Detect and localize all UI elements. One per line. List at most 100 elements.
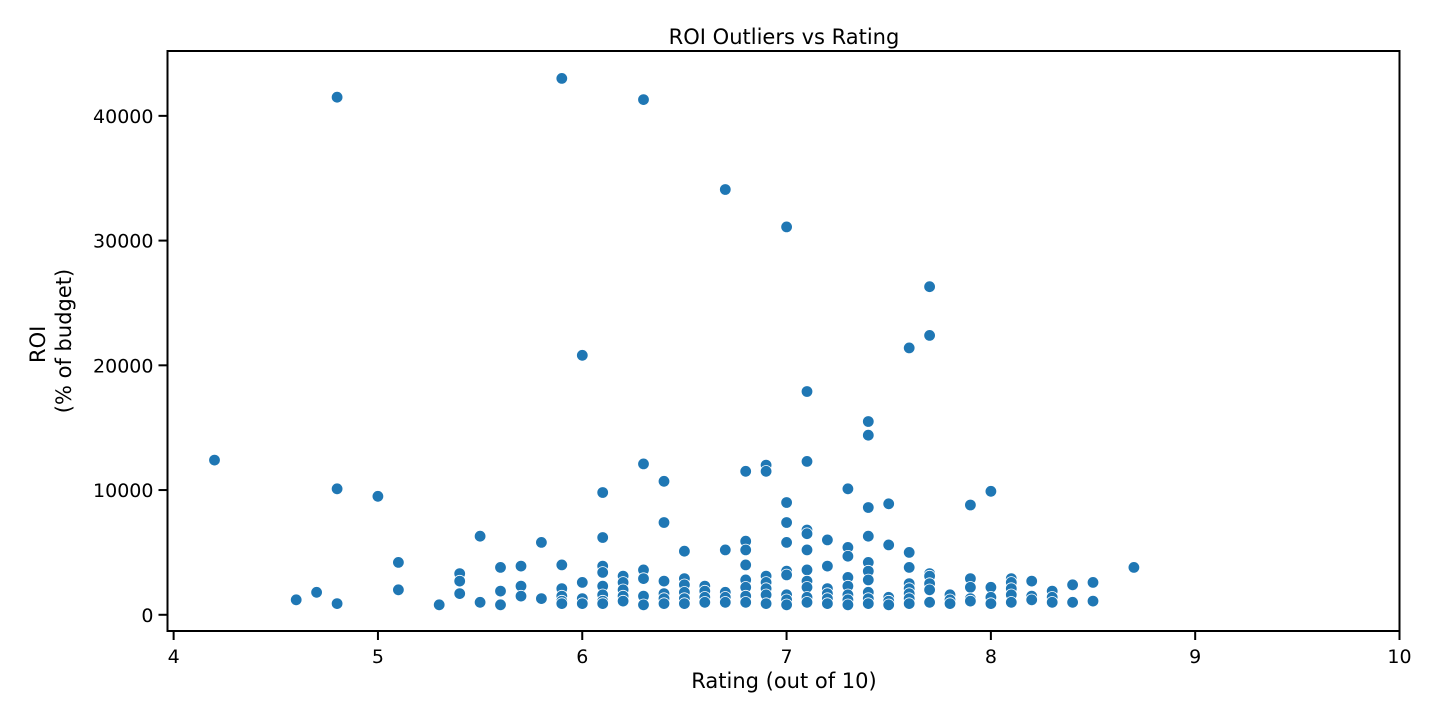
scatter-point (943, 597, 957, 610)
scatter-point (780, 598, 793, 612)
scatter-point (678, 597, 691, 610)
scatter-point (862, 597, 875, 610)
scatter-point (290, 593, 303, 607)
y-tick-label: 0 (141, 605, 153, 627)
scatter-point (964, 498, 977, 512)
scatter-point (862, 415, 875, 428)
scatter-point (596, 531, 609, 544)
scatter-point (596, 566, 609, 579)
scatter-point (821, 559, 834, 573)
scatter-point (637, 572, 650, 585)
scatter-point (821, 597, 834, 610)
scatter-point (535, 592, 548, 605)
scatter-point (719, 596, 732, 609)
scatter-point (862, 429, 875, 442)
y-tick-label: 10000 (93, 480, 153, 502)
scatter-point (473, 596, 487, 609)
y-tick-label: 20000 (93, 355, 153, 377)
scatter-point (964, 594, 977, 608)
scatter-point (310, 586, 323, 599)
scatter-point (903, 561, 916, 574)
scatter-point (371, 490, 385, 503)
scatter-point (576, 597, 589, 610)
scatter-point (657, 574, 671, 588)
scatter-point (657, 516, 671, 529)
scatter-point (841, 482, 855, 496)
scatter-point (330, 482, 344, 496)
y-axis-label-line-2: (% of budget) (52, 269, 76, 413)
scatter-point (800, 385, 814, 398)
scatter-point (800, 527, 814, 540)
x-tick-label: 10 (1387, 646, 1411, 668)
scatter-point (862, 573, 875, 587)
scatter-point (453, 587, 466, 600)
y-tick-label: 30000 (93, 231, 153, 253)
scatter-point (882, 497, 895, 511)
scatter-point (882, 598, 895, 612)
scatter-point (208, 453, 221, 467)
scatter-point (882, 538, 895, 552)
scatter-point (923, 596, 936, 609)
scatter-point (719, 183, 732, 196)
scatter-point (800, 455, 814, 468)
scatter-point (800, 563, 814, 577)
scatter-point (800, 543, 814, 557)
scatter-point (1005, 596, 1018, 609)
scatter-point (576, 349, 589, 362)
scatter-point (964, 581, 977, 594)
scatter-point (841, 598, 855, 612)
scatter-point (494, 598, 507, 612)
scatter-point (1066, 596, 1079, 609)
scatter-point (841, 550, 855, 563)
x-tick-label: 9 (1189, 646, 1201, 668)
scatter-point (780, 536, 793, 549)
scatter-point (759, 465, 773, 478)
scatter-point (1045, 596, 1059, 609)
scatter-point (678, 545, 691, 558)
scatter-point (903, 597, 916, 610)
scatter-point (392, 583, 405, 597)
scatter-point (780, 516, 793, 529)
scatter-point (800, 596, 814, 609)
scatter-point (1086, 594, 1100, 608)
scatter-point (984, 485, 998, 498)
scatter-point (576, 576, 589, 589)
scatter-point (657, 475, 671, 488)
chart-title: ROI Outliers vs Rating (669, 25, 900, 49)
scatter-point (1066, 578, 1079, 592)
scatter-point (637, 457, 650, 471)
scatter-point (1025, 593, 1038, 607)
scatter-point (616, 594, 630, 608)
scatter-point (923, 329, 936, 342)
scatter-point (453, 574, 466, 588)
scatter-point (637, 598, 650, 612)
scatter-point (1086, 576, 1100, 589)
scatter-point (535, 536, 548, 549)
y-axis-label: ROI (% of budget) (26, 269, 76, 413)
scatter-point (596, 597, 609, 610)
plot-frame (166, 50, 1401, 632)
scatter-point (657, 597, 671, 610)
x-tick-label: 6 (576, 646, 588, 668)
x-axis-ticks: 4 5 6 7 8 9 10 (168, 631, 1412, 668)
scatter-point (862, 530, 875, 543)
scatter-point (780, 568, 793, 582)
y-axis-ticks: 0 10000 20000 30000 40000 (93, 106, 168, 627)
scatter-point (1127, 561, 1141, 574)
scatter-point (494, 584, 507, 598)
scatter-point (494, 561, 507, 574)
scatter-point (555, 597, 569, 610)
scatter-point (514, 559, 528, 573)
scatter-point (923, 280, 936, 293)
scatter-point (739, 596, 752, 609)
scatter-point (923, 583, 936, 597)
scatter-point (698, 596, 712, 609)
scatter-point (392, 556, 405, 569)
scatter-point (739, 558, 752, 572)
scatter-point (555, 72, 569, 85)
scatter-point (821, 533, 834, 547)
scatter-point (433, 598, 446, 612)
scatter-point (903, 546, 916, 559)
